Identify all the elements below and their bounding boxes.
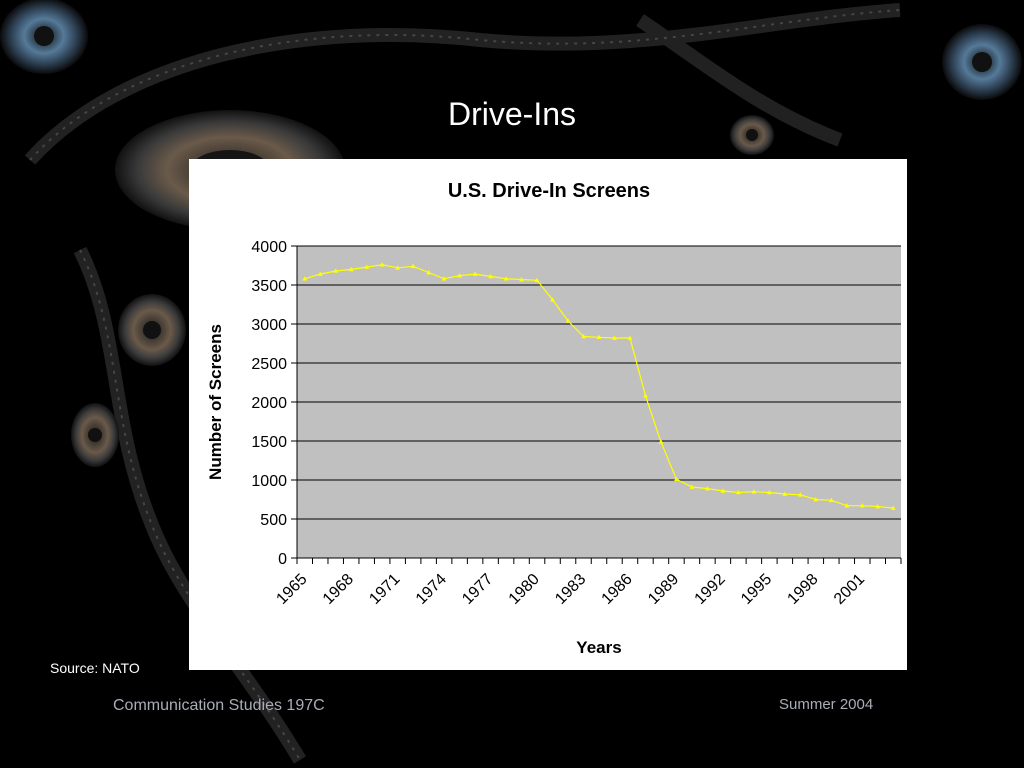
data-point <box>581 333 586 339</box>
data-point <box>720 488 726 493</box>
data-point <box>379 262 385 267</box>
x-tick-label: 1974 <box>413 571 450 608</box>
x-tick-label: 1986 <box>599 571 636 608</box>
x-tick-label: 1965 <box>273 571 310 608</box>
x-tick-label: 1989 <box>645 571 682 608</box>
x-tick-label: 1971 <box>366 571 403 608</box>
y-tick-label: 2500 <box>251 356 287 373</box>
x-tick-label: 1983 <box>552 571 589 608</box>
x-tick-label: 1980 <box>506 571 543 608</box>
data-point <box>674 476 679 482</box>
y-tick-label: 4000 <box>251 239 287 256</box>
data-point <box>395 265 401 270</box>
x-tick-label: 1977 <box>459 571 496 608</box>
data-point <box>643 393 648 398</box>
y-tick-label: 1500 <box>251 434 287 451</box>
data-point <box>550 297 555 302</box>
data-point <box>627 335 633 340</box>
x-tick-label: 2001 <box>831 571 868 608</box>
x-tick-label: 1992 <box>692 571 729 608</box>
data-point <box>317 271 323 276</box>
y-tick-label: 0 <box>278 551 287 568</box>
slide-title: Drive-Ins <box>447 96 576 132</box>
data-point <box>364 264 370 269</box>
data-point <box>612 335 617 340</box>
y-tick-label: 3000 <box>251 317 287 334</box>
data-point <box>751 489 757 494</box>
data-point <box>797 492 803 497</box>
series-drive-in-screens <box>302 262 896 510</box>
data-point <box>828 497 834 503</box>
data-point <box>705 485 710 491</box>
data-point <box>596 334 602 340</box>
x-axis-label: Years <box>576 638 621 657</box>
data-point <box>735 489 741 495</box>
y-tick-label: 1000 <box>251 473 287 490</box>
x-tick-label: 1998 <box>784 571 821 608</box>
data-point <box>488 273 493 279</box>
data-point <box>766 489 772 495</box>
data-point <box>782 491 788 496</box>
data-point <box>565 318 571 323</box>
data-point <box>519 276 524 282</box>
data-point <box>875 503 881 509</box>
data-point <box>844 503 850 508</box>
data-point <box>302 276 308 281</box>
x-tick-label: 1995 <box>738 571 775 608</box>
footer-course: Communication Studies 197C <box>113 697 325 714</box>
data-point <box>689 484 695 489</box>
y-tick-label: 2000 <box>251 395 287 412</box>
data-point <box>348 266 354 272</box>
data-point <box>426 269 432 275</box>
data-point <box>441 276 447 281</box>
data-point <box>503 276 509 281</box>
data-point <box>813 496 819 502</box>
x-tick-label: 1968 <box>320 571 357 608</box>
chart-panel: 0 500 1000 1500 2000 2500 3000 3500 4000 1965 1968… <box>189 159 907 670</box>
data-point <box>534 277 540 283</box>
y-tick-label: 500 <box>260 512 287 529</box>
data-point <box>472 271 478 276</box>
data-point <box>457 273 463 278</box>
data-point <box>890 505 896 510</box>
data-point <box>333 268 339 273</box>
data-point <box>410 263 416 269</box>
line-chart: 0 500 1000 1500 2000 2500 3000 3500 4000 1965 1968… <box>206 180 902 657</box>
source-note: Source: NATO <box>50 660 140 676</box>
chart-title: U.S. Drive-In Screens <box>448 180 650 202</box>
data-point <box>859 503 865 508</box>
data-point <box>658 439 664 444</box>
y-tick-label: 3500 <box>251 278 287 295</box>
footer-term: Summer 2004 <box>779 696 874 713</box>
y-axis-label: Number of Screens <box>206 324 225 480</box>
